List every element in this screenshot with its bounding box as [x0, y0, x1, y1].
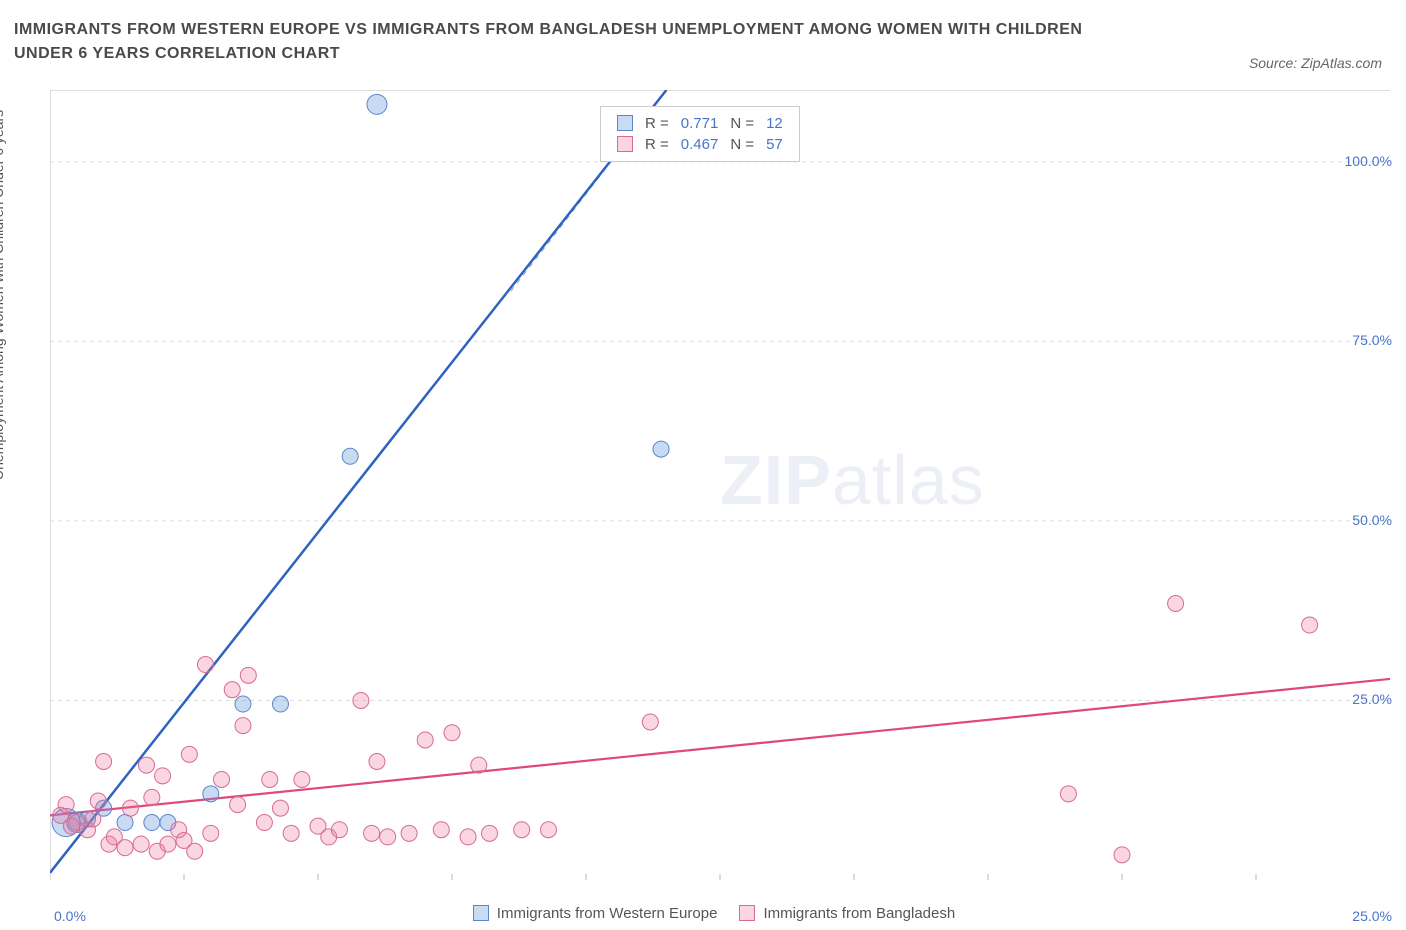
- series-legend: Immigrants from Western Europe Immigrants…: [0, 905, 1406, 922]
- y-axis-tick-label: 75.0%: [1352, 332, 1392, 348]
- legend-series-label: Immigrants from Western Europe: [497, 905, 718, 922]
- legend-series-label: Immigrants from Bangladesh: [763, 905, 955, 922]
- chart-title: IMMIGRANTS FROM WESTERN EUROPE VS IMMIGR…: [14, 18, 1114, 66]
- scatter-chart: [50, 90, 1390, 880]
- y-axis-label: Unemployment Among Women with Children U…: [0, 110, 6, 480]
- correlation-legend: R =0.771N =12R =0.467N =57: [600, 106, 800, 162]
- source-attribution: Source: ZipAtlas.com: [1249, 55, 1382, 71]
- y-axis-tick-label: 100.0%: [1345, 153, 1392, 169]
- y-axis-tick-label: 50.0%: [1352, 512, 1392, 528]
- y-axis-tick-label: 25.0%: [1352, 691, 1392, 707]
